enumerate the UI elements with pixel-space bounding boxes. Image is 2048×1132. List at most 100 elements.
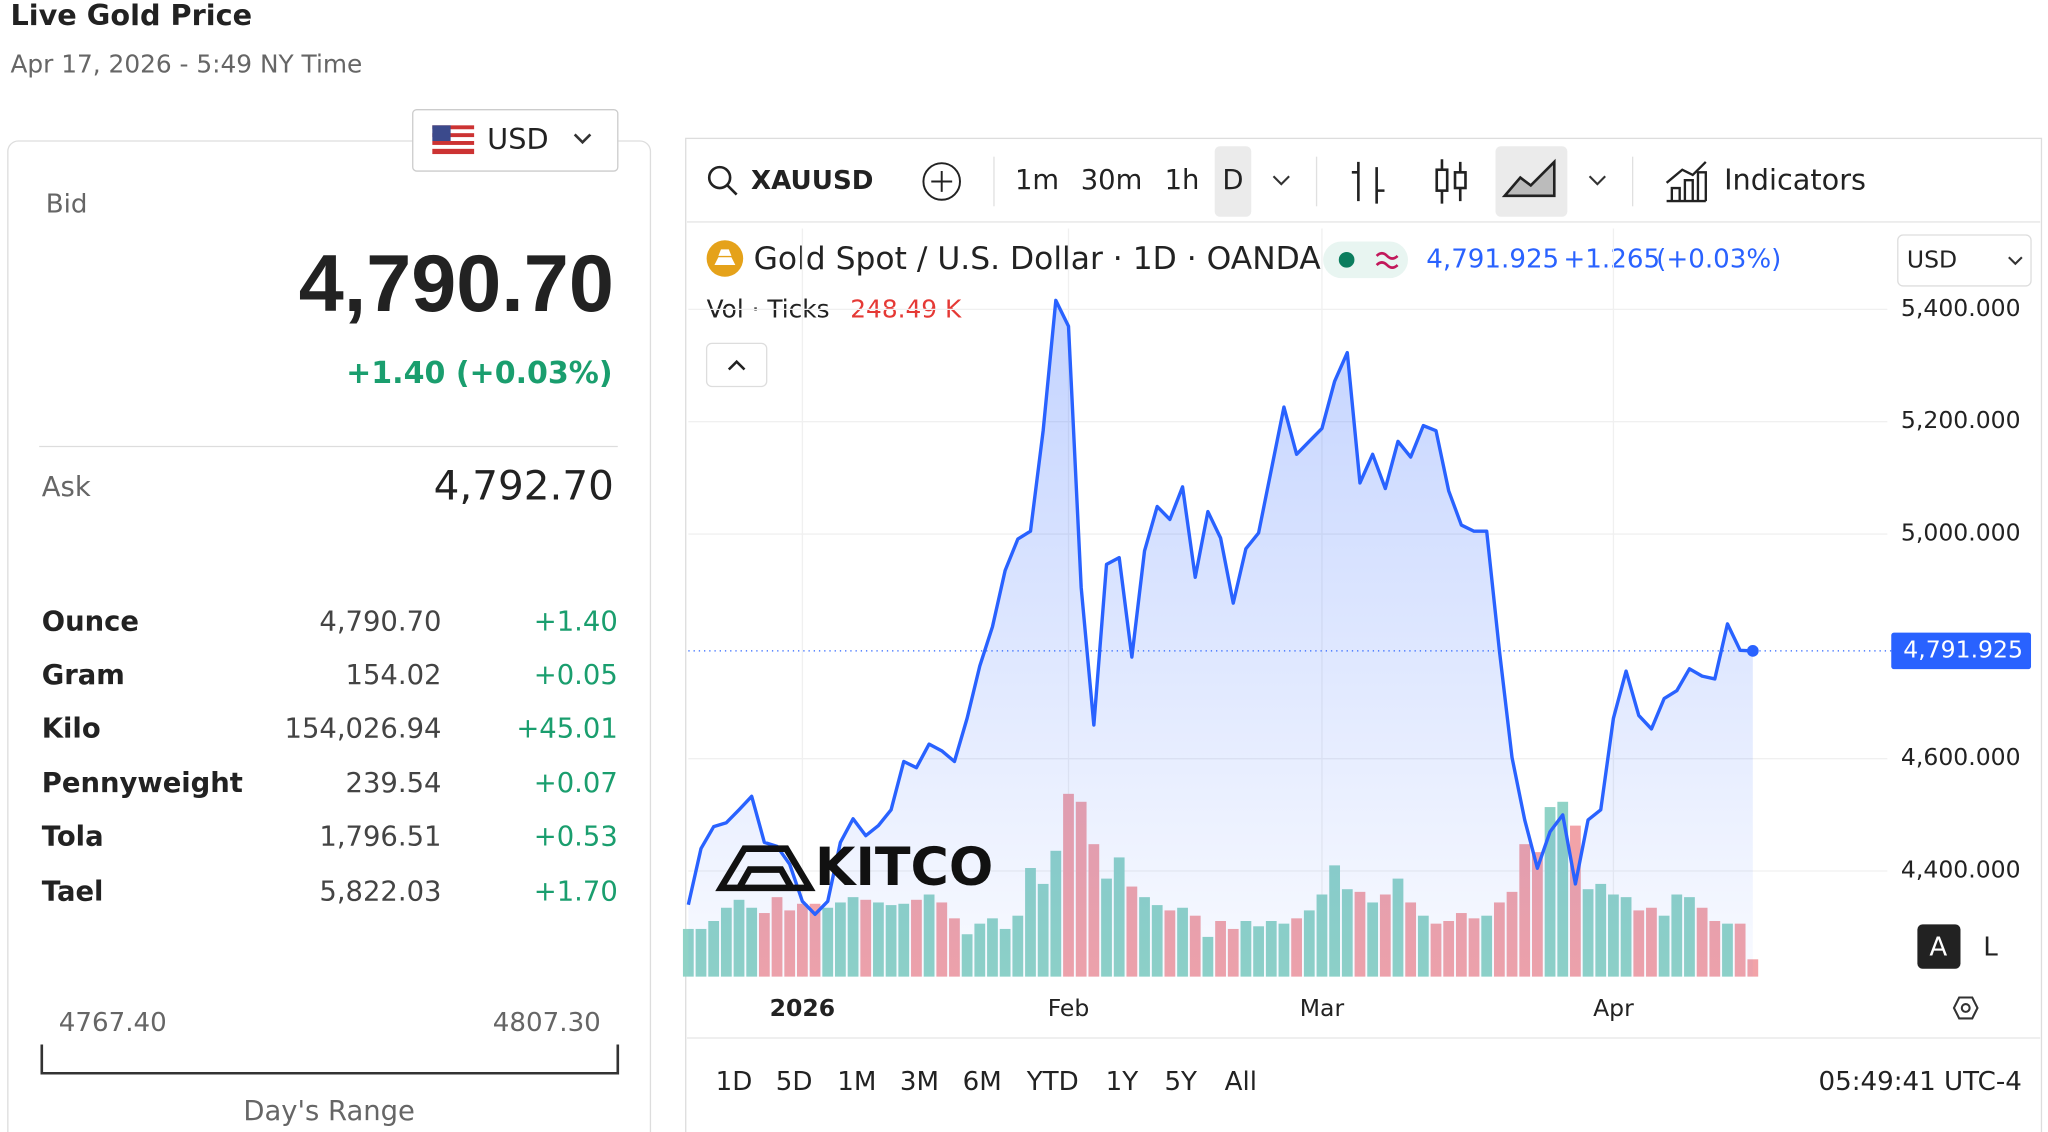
unit-change: +0.07 xyxy=(534,768,618,799)
y-tick-label: 4,600.000 xyxy=(1901,743,2021,771)
area-type-active[interactable] xyxy=(1495,146,1568,217)
status-icon xyxy=(1375,252,1399,269)
x-tick-label: 2026 xyxy=(770,994,835,1022)
currency-dropdown[interactable] xyxy=(412,109,619,172)
price-panel xyxy=(7,140,652,1132)
kitco-logo: KITCO xyxy=(715,838,993,898)
symbol-logo xyxy=(714,249,736,266)
auto-scale-label: A xyxy=(1929,932,1947,962)
chevron xyxy=(573,133,592,145)
last-price-badge xyxy=(1891,632,2032,670)
ask-price: 4,792.70 xyxy=(434,461,614,509)
unit-name: Tola xyxy=(42,822,104,853)
price-area xyxy=(688,300,1753,977)
currency-label: USD xyxy=(487,122,548,156)
indicators-icon[interactable] xyxy=(1665,161,1707,203)
bid-change: +1.40 (+0.03%) xyxy=(346,356,612,391)
bid-price: 4,790.70 xyxy=(299,239,614,329)
unit-table: Ounce 4,790.70 +1.40 Gram 154.02 +0.05 Kilo 154… xyxy=(42,606,618,907)
candle-icon xyxy=(1435,168,1449,192)
symbol[interactable]: XAUUSD xyxy=(751,166,873,196)
unit-change: +0.05 xyxy=(534,660,618,691)
search-icon[interactable] xyxy=(707,165,732,190)
unit-price: 1,796.51 xyxy=(319,822,441,853)
range-button[interactable]: 1D xyxy=(716,1067,753,1097)
page-title: Live Gold Price xyxy=(10,0,252,32)
range-button[interactable]: 3M xyxy=(900,1067,939,1097)
bid-label: Bid xyxy=(46,189,88,219)
chevron xyxy=(727,359,746,371)
status-dot xyxy=(1338,251,1355,268)
unit-price: 154.02 xyxy=(346,660,442,691)
search-icon xyxy=(726,184,738,196)
quote-change-pct: (+0.03%) xyxy=(1656,244,1781,274)
logo-mark xyxy=(715,845,816,892)
interval[interactable]: D xyxy=(1222,165,1243,196)
area-icon xyxy=(1501,158,1556,198)
status-pill xyxy=(1323,241,1408,279)
unit-price: 5,822.03 xyxy=(319,877,441,908)
chart-title: Gold Spot / U.S. Dollar · 1D · OANDA xyxy=(754,241,1322,277)
timestamp: Apr 17, 2026 - 5:49 NY Time xyxy=(10,49,362,78)
unit-name: Tael xyxy=(42,877,104,908)
unit-name: Ounce xyxy=(42,606,139,637)
log-scale-label[interactable]: L xyxy=(1983,932,1998,962)
unit-change: +1.40 xyxy=(534,606,618,637)
range-button[interactable]: 1M xyxy=(837,1067,876,1097)
unit-change: +0.53 xyxy=(534,822,618,853)
last-price-label: 4,791.925 xyxy=(1903,635,2023,663)
interval[interactable]: 1m xyxy=(1015,165,1059,196)
chart-currency[interactable] xyxy=(1897,234,2032,287)
interval-active xyxy=(1214,146,1252,217)
chart-currency-label: USD xyxy=(1907,246,1957,274)
y-tick-label: 5,400.000 xyxy=(1901,294,2021,322)
unit-change: +45.01 xyxy=(516,713,617,744)
collapse-button[interactable] xyxy=(705,342,768,388)
unit-price: 4,790.70 xyxy=(319,606,441,637)
chevron[interactable] xyxy=(1588,175,1606,186)
range-low: 4767.40 xyxy=(59,1008,167,1038)
range-button[interactable]: 5D xyxy=(776,1067,813,1097)
range-button[interactable]: 5Y xyxy=(1164,1067,1197,1097)
chevron[interactable] xyxy=(1272,175,1290,186)
x-tick-label: Mar xyxy=(1300,994,1345,1022)
add-symbol xyxy=(931,171,953,192)
unit-change: +1.70 xyxy=(534,877,618,908)
settings-icon[interactable] xyxy=(1952,996,1979,1020)
intervals: 1m 30m 1h D xyxy=(1015,165,1244,196)
unit-name: Kilo xyxy=(42,713,101,744)
y-tick-label: 5,000.000 xyxy=(1901,519,2021,547)
x-tick-label: Apr xyxy=(1593,994,1634,1022)
range-button[interactable]: All xyxy=(1225,1067,1257,1097)
range-label: Day's Range xyxy=(243,1096,415,1127)
indicators[interactable]: Indicators xyxy=(1724,162,1866,196)
x-tick-label: Feb xyxy=(1048,994,1090,1022)
quote: 4,791.925 xyxy=(1426,244,1559,274)
range-button[interactable]: 1Y xyxy=(1106,1067,1139,1097)
volume-bar xyxy=(1747,959,1759,977)
volume-bar xyxy=(682,928,694,977)
plot: 4,400.000 4,600.000 5,000.000 5,200.000 5,40… xyxy=(682,228,2032,1022)
range-button[interactable]: YTD xyxy=(1026,1067,1079,1097)
logo-text: KITCO xyxy=(815,838,993,898)
last-point xyxy=(1746,645,1759,657)
range-buttons: 1D 5D 1M 3M 6M YTD 1Y 5Y All xyxy=(716,1067,1257,1097)
unit-price: 154,026.94 xyxy=(285,713,442,744)
interval[interactable]: 1h xyxy=(1165,165,1200,196)
add-symbol[interactable] xyxy=(922,162,961,201)
unit-price: 239.54 xyxy=(346,768,442,799)
y-tick-label: 4,400.000 xyxy=(1901,856,2021,884)
auto-scale[interactable] xyxy=(1917,924,1961,969)
interval[interactable]: 30m xyxy=(1081,165,1143,196)
price-line xyxy=(686,298,1753,916)
range-bracket xyxy=(40,1044,620,1075)
range-button[interactable]: 6M xyxy=(963,1067,1002,1097)
range-high: 4807.30 xyxy=(493,1008,601,1038)
settings-icon xyxy=(1960,1003,1971,1013)
unit-name: Gram xyxy=(42,660,125,691)
bar-type-icon[interactable] xyxy=(1351,161,1385,204)
candle-icon xyxy=(1453,171,1467,190)
chevron xyxy=(2008,256,2023,266)
